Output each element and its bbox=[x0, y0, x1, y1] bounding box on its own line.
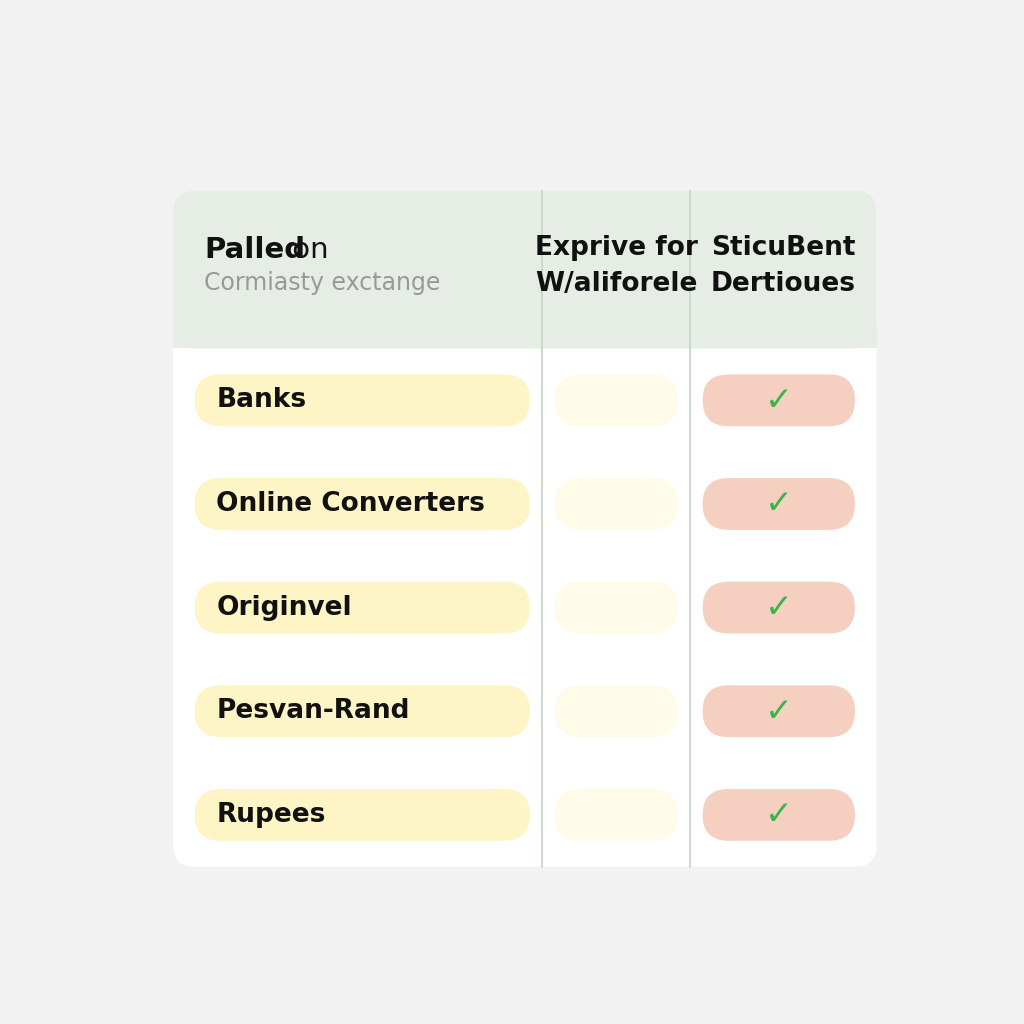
FancyBboxPatch shape bbox=[195, 582, 530, 634]
FancyBboxPatch shape bbox=[173, 190, 877, 348]
FancyBboxPatch shape bbox=[702, 478, 855, 529]
Text: ✓: ✓ bbox=[765, 487, 793, 520]
Text: ✓: ✓ bbox=[765, 694, 793, 728]
FancyBboxPatch shape bbox=[702, 788, 855, 841]
Text: SticuBent
Dertioues: SticuBent Dertioues bbox=[711, 234, 856, 297]
FancyBboxPatch shape bbox=[195, 685, 530, 737]
Text: Rupees: Rupees bbox=[216, 802, 326, 827]
FancyBboxPatch shape bbox=[555, 788, 678, 841]
FancyBboxPatch shape bbox=[702, 685, 855, 737]
Text: ✓: ✓ bbox=[765, 799, 793, 831]
Text: on: on bbox=[283, 237, 329, 264]
FancyBboxPatch shape bbox=[702, 582, 855, 634]
FancyBboxPatch shape bbox=[195, 478, 530, 529]
FancyBboxPatch shape bbox=[195, 375, 530, 426]
Bar bbox=[173, 327, 877, 348]
Text: Pesvan-Rand: Pesvan-Rand bbox=[216, 698, 410, 724]
Text: Banks: Banks bbox=[216, 387, 306, 414]
Text: ✓: ✓ bbox=[765, 591, 793, 624]
FancyBboxPatch shape bbox=[195, 788, 530, 841]
FancyBboxPatch shape bbox=[555, 478, 678, 529]
FancyBboxPatch shape bbox=[555, 375, 678, 426]
Text: Palled: Palled bbox=[204, 237, 305, 264]
Text: Originvel: Originvel bbox=[216, 595, 352, 621]
Text: Exprive for
W/aliforele: Exprive for W/aliforele bbox=[535, 234, 697, 297]
FancyBboxPatch shape bbox=[702, 375, 855, 426]
FancyBboxPatch shape bbox=[555, 582, 678, 634]
Text: Online Converters: Online Converters bbox=[216, 490, 485, 517]
FancyBboxPatch shape bbox=[555, 685, 678, 737]
Text: ✓: ✓ bbox=[765, 384, 793, 417]
Text: Cormiasty exctange: Cormiasty exctange bbox=[204, 270, 440, 295]
FancyBboxPatch shape bbox=[173, 190, 877, 866]
